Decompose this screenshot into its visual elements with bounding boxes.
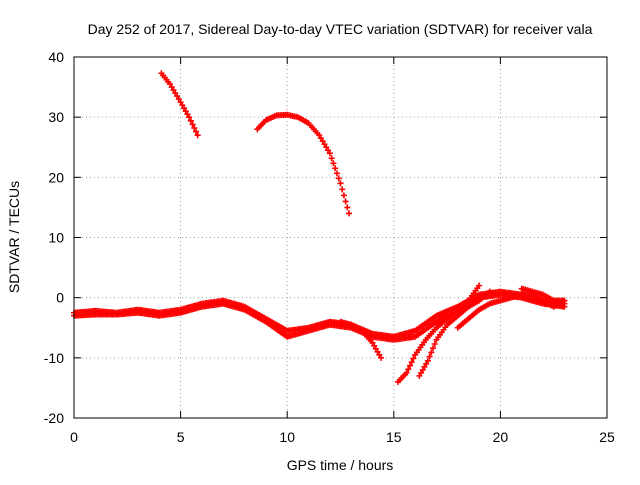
data-point-marker [407,362,414,369]
chart-title: Day 252 of 2017, Sidereal Day-to-day VTE… [88,21,593,37]
data-point-marker [182,108,189,115]
x-tick-label: 0 [70,429,78,445]
data-point-marker [332,165,339,172]
data-point-marker [376,351,383,358]
data-point-marker [321,141,328,148]
data-point-marker [342,198,349,205]
grid-layer [74,57,607,418]
data-point-marker [371,342,378,349]
data-point-marker [419,366,426,373]
y-axis-label: SDTVAR / TECUs [6,181,22,293]
data-point-marker [374,348,381,355]
data-point-marker [337,180,344,187]
data-point-marker [369,339,376,346]
x-tick-label: 5 [177,429,185,445]
data-point-marker [166,81,173,88]
data-point-marker [344,204,351,211]
data-point-marker [431,340,438,347]
series-baseline-b [71,291,568,343]
data-point-marker [335,175,342,182]
series-arc-early-high [158,70,201,139]
series-arc-dip-14 [337,318,385,361]
x-tick-label: 25 [599,429,615,445]
label-layer: 0 5 10 15 20 25 -20 -10 0 10 20 30 40 [44,49,615,445]
data-point-marker [418,369,425,376]
data-point-marker [189,121,196,128]
data-point-marker [184,111,191,118]
data-point-marker [486,288,493,295]
data-point-marker [405,366,412,373]
data-point-marker [175,96,182,103]
x-tick-label: 15 [386,429,402,445]
y-tick-label: -20 [44,410,64,426]
data-point-marker [333,170,340,177]
data-point-marker [423,360,430,367]
data-point-marker [317,135,324,142]
data-point-marker [187,117,194,124]
data-point-marker [177,99,184,106]
data-point-marker [410,355,417,362]
data-point-marker [191,124,198,131]
data-point-marker [561,300,568,307]
series-arc-dip-15 [395,282,483,385]
data-point-marker [476,282,483,289]
data-point-marker [372,345,379,352]
data-point-marker [174,93,181,100]
data-point-marker [339,186,346,193]
data-point-marker [328,155,335,162]
data-point-marker [416,372,423,379]
data-point-marker [426,353,433,360]
data-point-marker [170,87,177,94]
data-point-marker [424,357,431,364]
x-axis-label: GPS time / hours [287,457,394,473]
data-point-marker [194,132,201,139]
tick-layer [73,56,608,419]
data-point-marker [430,345,437,352]
y-tick-label: 40 [48,49,64,65]
data-point-marker [403,369,410,376]
series-arc-midday-high [254,111,353,217]
x-tick-label: 20 [493,429,509,445]
data-point-marker [181,105,188,112]
data-point-marker [316,132,323,139]
series-arc-late [454,291,568,331]
data-point-marker [326,150,333,157]
plot-frame [73,56,608,419]
data-point-marker [323,144,330,151]
data-point-marker [172,90,179,97]
x-tick-label: 10 [279,429,295,445]
data-point-marker [319,138,326,145]
series-arc-late-tail [518,285,568,307]
data-point-marker [179,102,186,109]
data-point-marker [330,160,337,167]
y-tick-label: -10 [44,350,64,366]
data-point-marker [378,354,385,361]
y-tick-label: 10 [48,230,64,246]
data-point-marker [421,363,428,370]
data-point-marker [408,359,415,366]
data-layer [71,70,568,385]
data-point-marker [186,114,193,121]
data-point-marker [340,192,347,199]
data-point-marker [325,147,332,154]
series-arc-dip-16 [416,288,493,379]
data-point-marker [346,210,353,217]
y-tick-label: 20 [48,169,64,185]
data-point-marker [168,84,175,91]
data-point-marker [192,128,199,135]
y-tick-label: 0 [56,290,64,306]
data-point-marker [428,349,435,356]
y-tick-label: 30 [48,109,64,125]
